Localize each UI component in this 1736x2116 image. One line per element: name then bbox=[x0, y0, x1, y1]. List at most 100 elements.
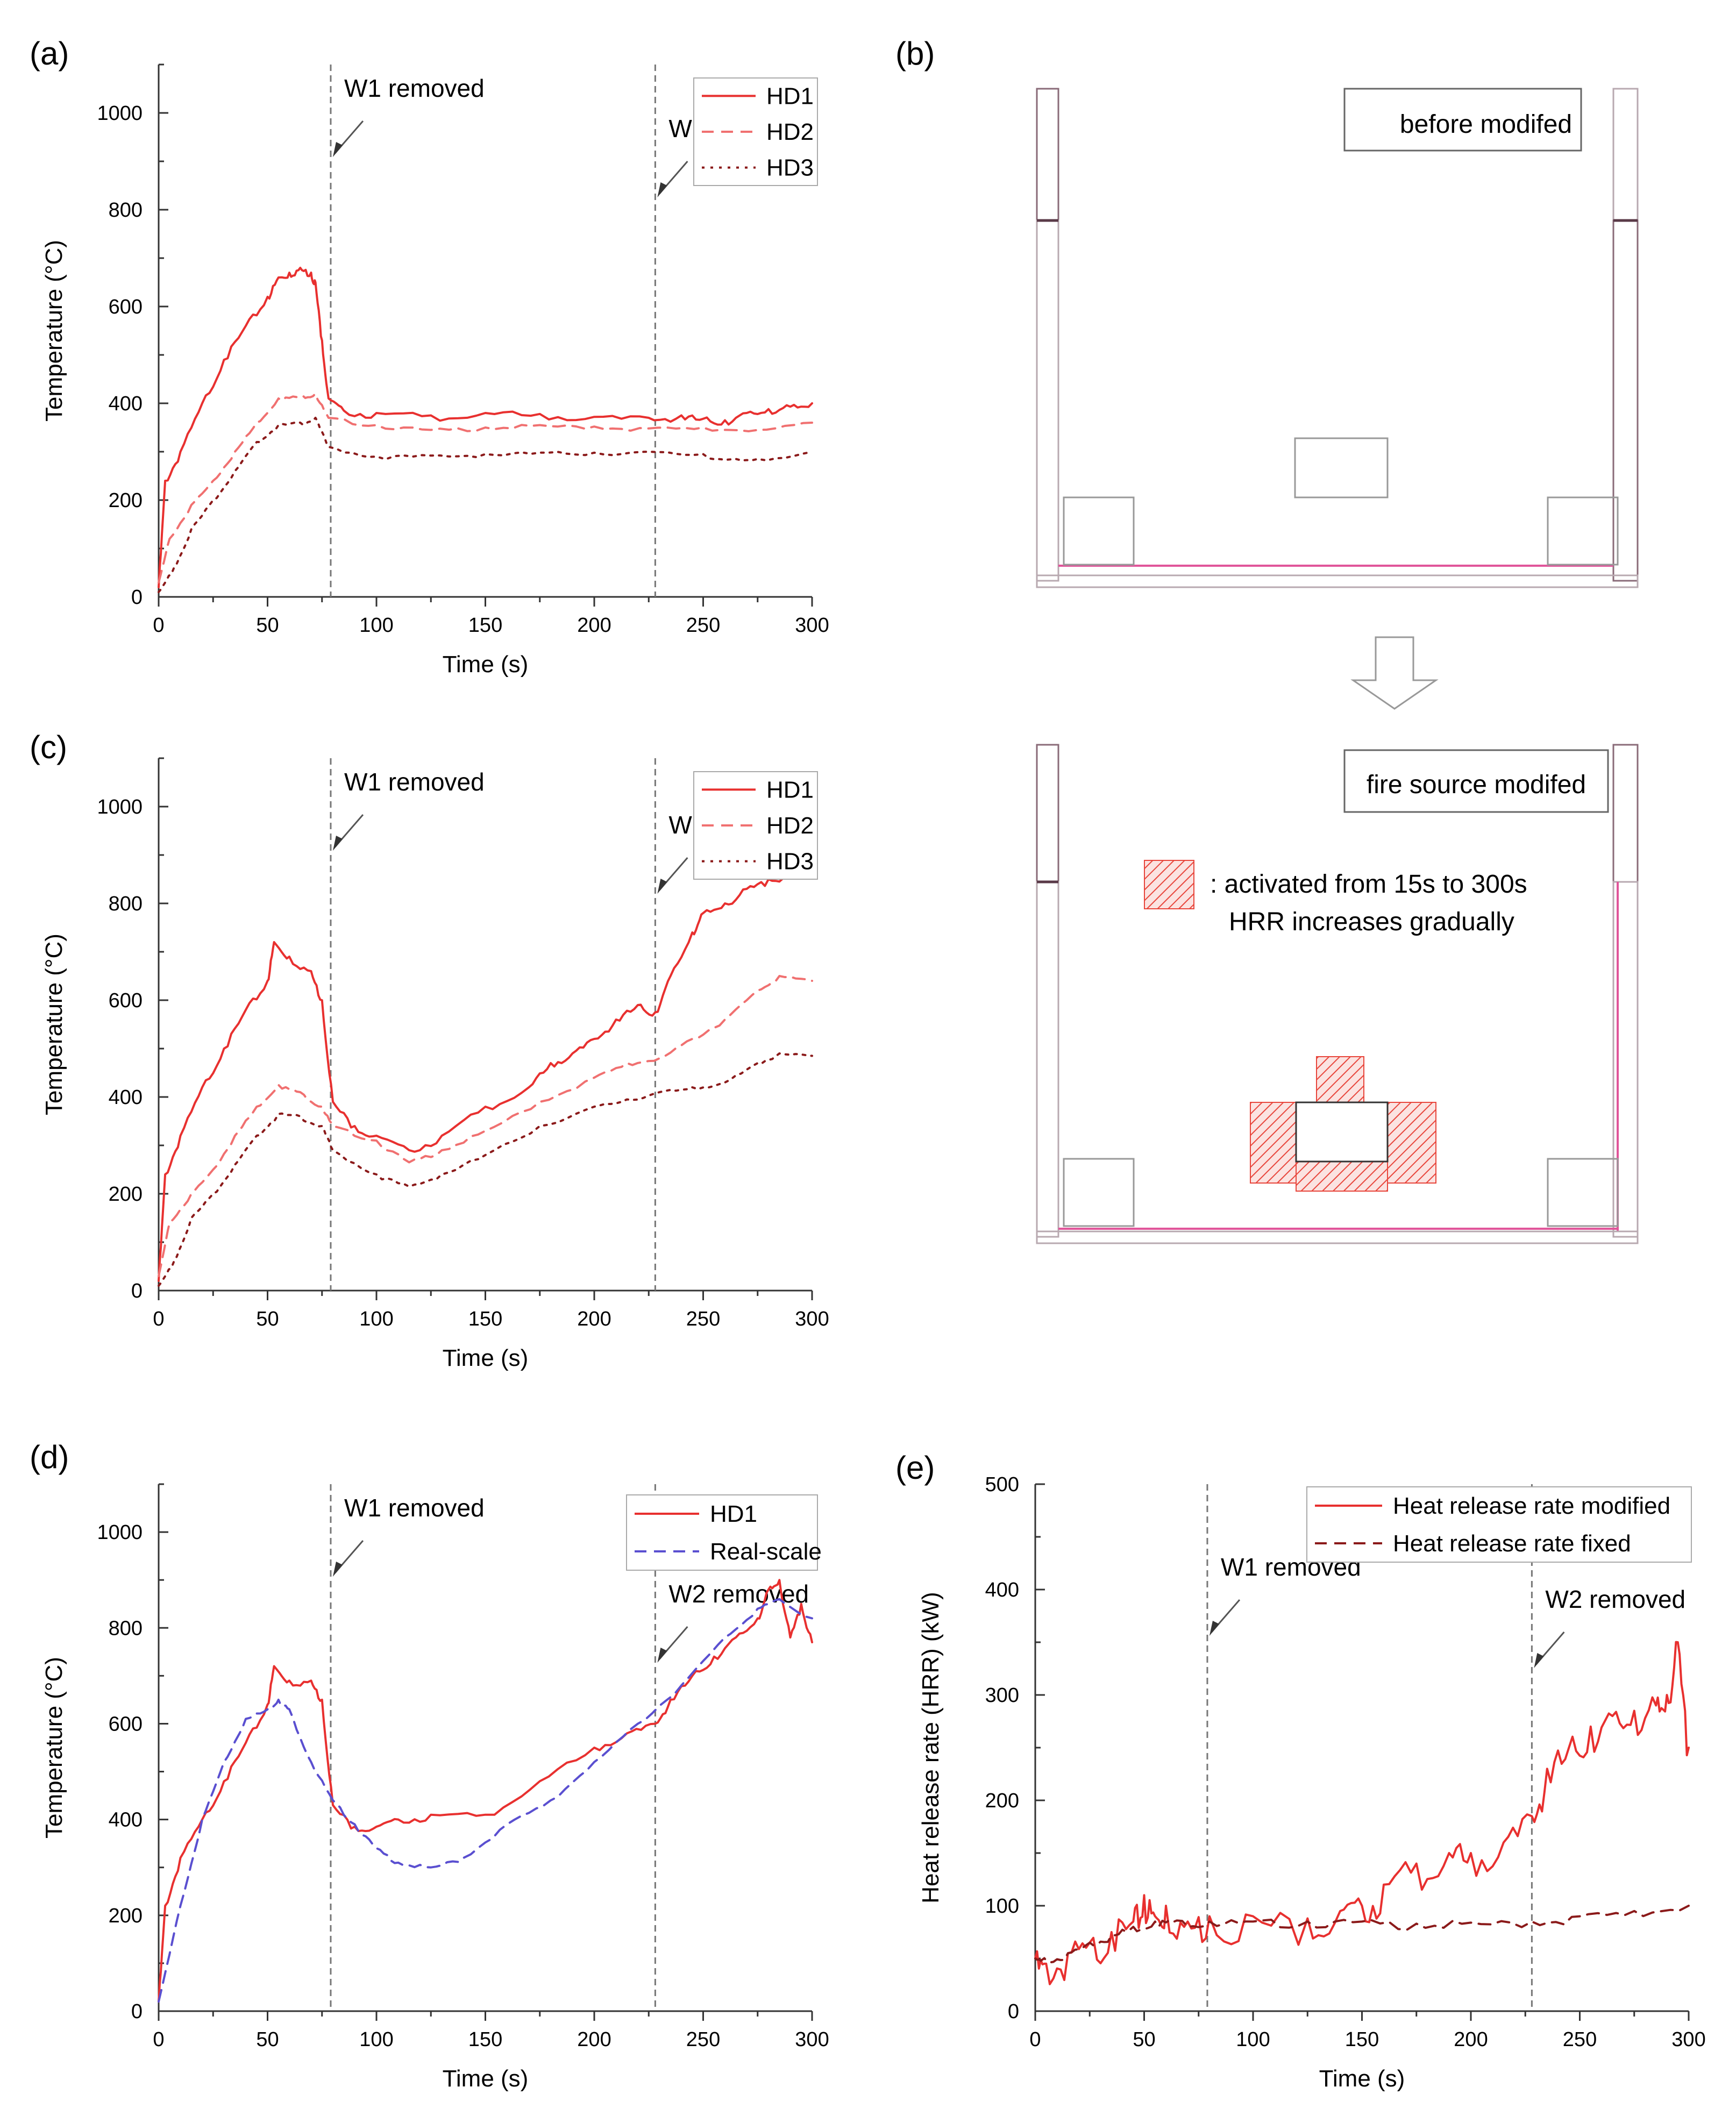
left-wall-top bbox=[1036, 744, 1059, 883]
x-tick-label: 100 bbox=[359, 614, 393, 637]
x-tick-label: 300 bbox=[1671, 2028, 1705, 2051]
series-line-hd1 bbox=[158, 1579, 813, 2003]
y-tick-label: 0 bbox=[131, 586, 143, 609]
chart-d: 0 50 100 150 200 250 300 0 200 400 600 800 1000 Time … bbox=[41, 1483, 829, 2092]
schematic-b: before modifed fire source modifed bbox=[1036, 88, 1639, 1244]
floor-slab bbox=[1036, 1230, 1639, 1244]
removal-label: W1 removed bbox=[344, 74, 485, 102]
y-tick-label: 600 bbox=[109, 1713, 143, 1735]
y-tick-label: 200 bbox=[109, 1183, 143, 1206]
x-tick-label: 200 bbox=[1454, 2028, 1488, 2051]
x-tick-label: 50 bbox=[1133, 2028, 1155, 2051]
transition-arrow bbox=[1350, 636, 1439, 710]
floor-slab bbox=[1036, 574, 1639, 588]
right-wall-top bbox=[1612, 744, 1639, 883]
y-tick-label: 800 bbox=[109, 893, 143, 915]
left-wall-top bbox=[1036, 88, 1059, 222]
y-tick-label: 200 bbox=[109, 489, 143, 512]
annotation-arrowhead bbox=[332, 142, 343, 157]
legend-hatch-swatch bbox=[1144, 860, 1194, 909]
x-tick-label: 150 bbox=[468, 1308, 502, 1330]
x-tick-label: 300 bbox=[795, 1308, 829, 1330]
series-line-hd2 bbox=[158, 393, 813, 583]
legend-label: HD3 bbox=[766, 849, 814, 875]
series-line-real-scale bbox=[158, 1598, 813, 2003]
panel-tag-c: (c) bbox=[30, 729, 67, 765]
x-tick-label: 100 bbox=[359, 2028, 393, 2051]
legend-box bbox=[1306, 1486, 1692, 1563]
x-tick-label: 250 bbox=[686, 614, 720, 637]
modified-label-box bbox=[1343, 749, 1609, 813]
series-line-heat-release-rate-fixed bbox=[1034, 1905, 1690, 1964]
y-tick-label: 400 bbox=[985, 1579, 1019, 1601]
panel-tag-b: (b) bbox=[895, 35, 935, 72]
annotation-arrowhead bbox=[332, 1562, 343, 1577]
removal-label: W1 removed bbox=[344, 1494, 485, 1522]
activation-note-line1: : activated from 15s to 300s bbox=[1210, 870, 1527, 899]
legend-label: HD1 bbox=[766, 83, 814, 109]
left-wall-bottom bbox=[1036, 219, 1059, 582]
left-wall-bottom bbox=[1036, 881, 1059, 1238]
panel-tag-e: (e) bbox=[895, 1450, 935, 1486]
y-tick-label: 1000 bbox=[97, 102, 143, 125]
x-tick-label: 150 bbox=[468, 614, 502, 637]
y-tick-label: 400 bbox=[109, 1809, 143, 1832]
before-label-box bbox=[1343, 88, 1582, 152]
annotation-arrowhead bbox=[657, 879, 667, 894]
before-label: before modifed bbox=[1400, 110, 1572, 139]
y-tick-label: 100 bbox=[985, 1895, 1019, 1918]
x-tick-label: 0 bbox=[1029, 2028, 1041, 2051]
legend-box bbox=[626, 1494, 818, 1571]
annotation-arrowhead bbox=[657, 182, 667, 197]
series-line-hd3 bbox=[158, 417, 813, 593]
x-tick-label: 50 bbox=[256, 2028, 279, 2051]
fire-hatch-right bbox=[1387, 1102, 1436, 1184]
chart-e: 0 50 100 150 200 250 300 0 100 200 300 400 500 Time (… bbox=[917, 1473, 1706, 2092]
annotation-arrowhead bbox=[1209, 1621, 1219, 1636]
x-tick-label: 0 bbox=[153, 1308, 164, 1330]
fire-hatch-left bbox=[1250, 1102, 1297, 1184]
removal-label: W1 removed bbox=[344, 768, 485, 796]
series-line-hd1 bbox=[158, 864, 813, 1282]
y-tick-label: 1000 bbox=[97, 796, 143, 818]
y-tick-label: 400 bbox=[109, 393, 143, 415]
series-line-hd1 bbox=[158, 267, 813, 588]
x-tick-label: 100 bbox=[1236, 2028, 1270, 2051]
chart-c: 0 50 100 150 200 250 300 0 200 400 600 800 1000 Time … bbox=[41, 757, 829, 1371]
x-tick-label: 150 bbox=[1345, 2028, 1379, 2051]
chart-a: 0 50 100 150 200 250 300 0 200 400 600 800 1000 Time … bbox=[41, 63, 829, 678]
x-tick-label: 200 bbox=[577, 1308, 611, 1330]
y-tick-label: 0 bbox=[131, 2000, 143, 2023]
fire-source-box bbox=[1295, 1101, 1389, 1163]
x-tick-label: 200 bbox=[577, 2028, 611, 2051]
y-tick-label: 800 bbox=[109, 199, 143, 222]
y-axis-title: Temperature (°C) bbox=[41, 934, 67, 1115]
x-axis-title: Time (s) bbox=[443, 651, 529, 678]
x-tick-label: 150 bbox=[468, 2028, 502, 2051]
x-tick-label: 250 bbox=[1563, 2028, 1597, 2051]
panel-tag-d: (d) bbox=[30, 1439, 69, 1475]
y-tick-label: 0 bbox=[131, 1280, 143, 1302]
right-wall-bottom bbox=[1612, 881, 1639, 1238]
legend-label: HD1 bbox=[710, 1501, 757, 1527]
y-axis-title: Temperature (°C) bbox=[41, 1657, 67, 1839]
x-axis-title: Time (s) bbox=[443, 2065, 529, 2092]
activation-note-line2: HRR increases gradually bbox=[1229, 908, 1514, 936]
x-tick-label: 250 bbox=[686, 2028, 720, 2051]
y-tick-label: 200 bbox=[985, 1790, 1019, 1812]
legend-label: Heat release rate fixed bbox=[1393, 1530, 1631, 1557]
series-line-hd3 bbox=[158, 1052, 813, 1287]
box-left bbox=[1063, 496, 1135, 566]
fire-source-box bbox=[1294, 437, 1389, 498]
legend-label: Real-scale bbox=[710, 1538, 822, 1565]
right-wall-top bbox=[1612, 88, 1639, 222]
legend-label: HD2 bbox=[766, 119, 814, 145]
x-tick-label: 100 bbox=[359, 1308, 393, 1330]
y-tick-label: 800 bbox=[109, 1617, 143, 1640]
x-tick-label: 50 bbox=[256, 1308, 279, 1330]
removal-label: W2 removed bbox=[668, 1580, 809, 1608]
x-tick-label: 250 bbox=[686, 1308, 720, 1330]
legend-label: HD3 bbox=[766, 155, 814, 181]
schematic-before: before modifed bbox=[1036, 88, 1639, 588]
